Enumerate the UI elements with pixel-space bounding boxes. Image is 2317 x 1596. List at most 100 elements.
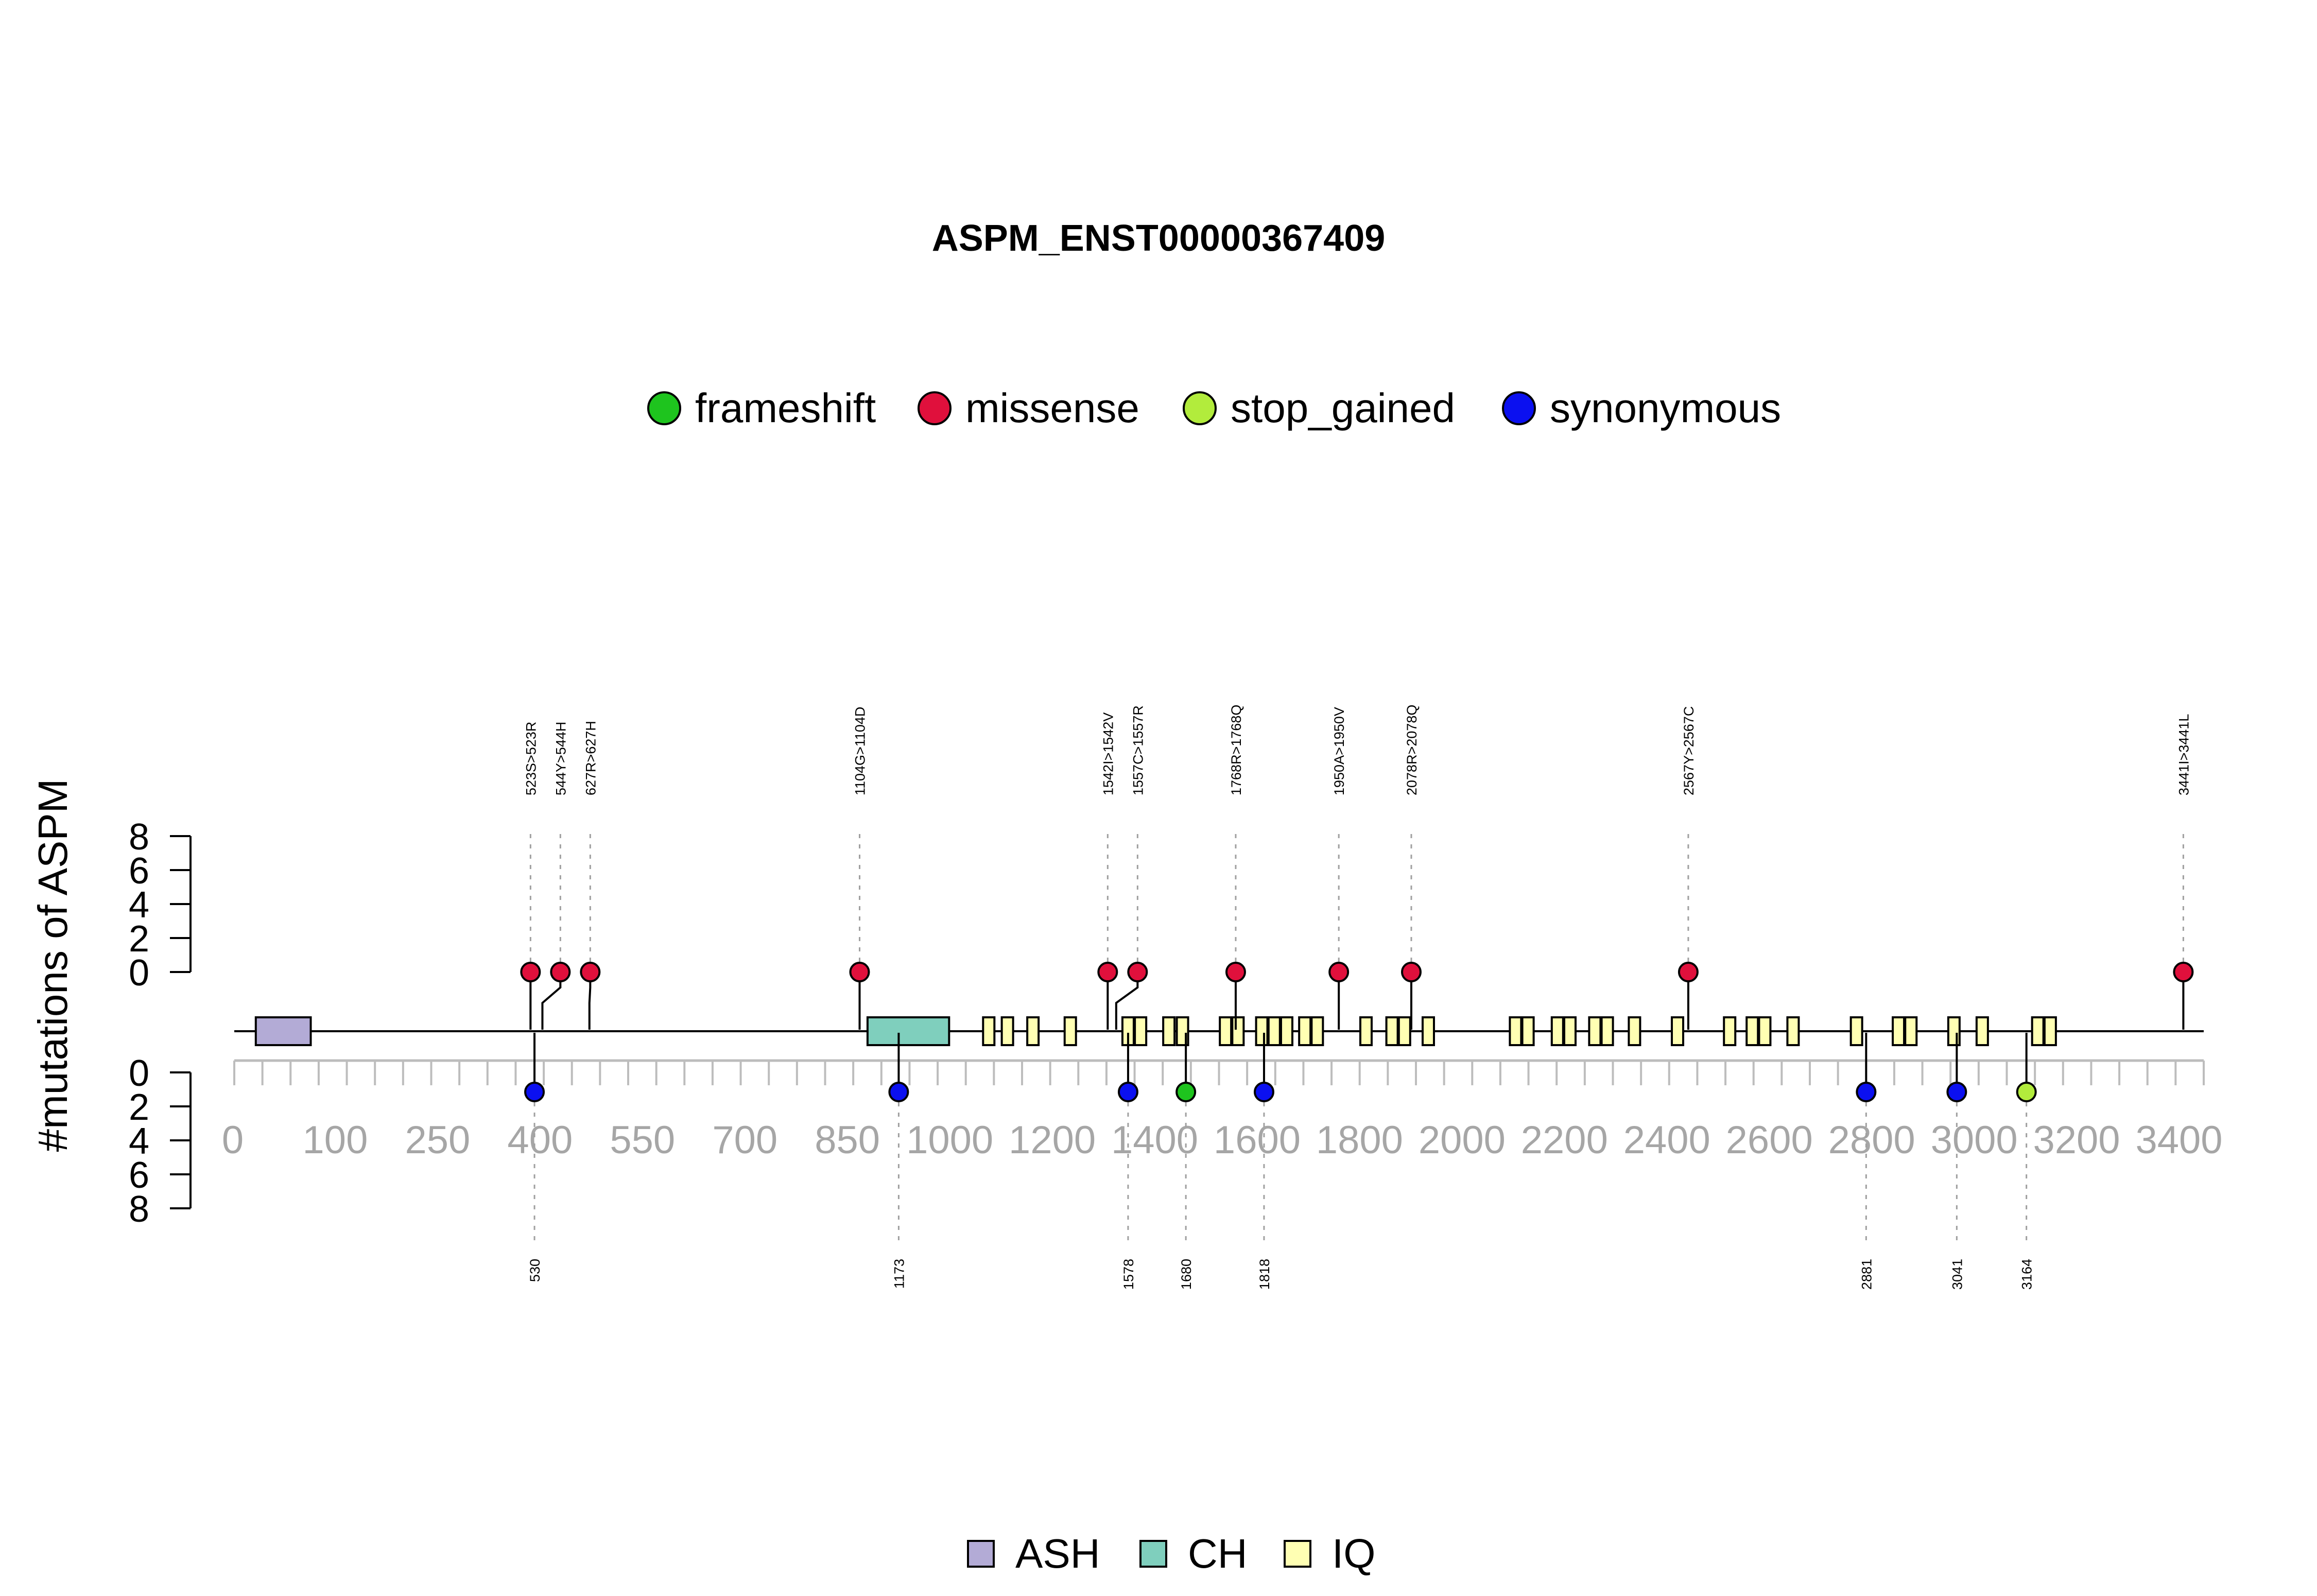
domain-iq bbox=[2043, 1016, 2057, 1046]
mutation-label: 1578 bbox=[1121, 1259, 1136, 1290]
domain-iq bbox=[1397, 1016, 1411, 1046]
mutation-label: 1557C>1557R bbox=[1130, 705, 1146, 795]
domain-iq bbox=[1063, 1016, 1077, 1046]
mutation-label: 544Y>544H bbox=[553, 722, 568, 795]
legend-label-stop-gained: stop_gained bbox=[1231, 385, 1455, 431]
domain-iq bbox=[1026, 1016, 1040, 1046]
x-tick-label: 1800 bbox=[1316, 1118, 1403, 1162]
mutation-label: 1680 bbox=[1179, 1259, 1194, 1290]
x-tick-label: 2600 bbox=[1726, 1118, 1813, 1162]
x-tick-label: 1200 bbox=[1009, 1118, 1096, 1162]
y-tick-label-upper: 0 bbox=[129, 952, 149, 994]
domain-iq bbox=[1219, 1016, 1233, 1046]
mutation-label: 1104G>1104D bbox=[852, 707, 868, 795]
upper-lollipops: 523S>523R 544Y>544H 627R>627H 1104G>1104D 15… bbox=[520, 705, 2194, 1030]
mutation-label: 3164 bbox=[2019, 1259, 2035, 1290]
mutation-legend: frameshift missense stop_gained synonymous bbox=[647, 385, 1781, 431]
legend-label-iq: IQ bbox=[1332, 1531, 1375, 1576]
domain-iq bbox=[1255, 1016, 1269, 1046]
domain-iq bbox=[1310, 1016, 1324, 1046]
legend-dot-missense bbox=[918, 391, 952, 425]
x-tick-label: 1600 bbox=[1214, 1118, 1301, 1162]
domain-iq bbox=[1385, 1016, 1399, 1046]
y-tick-label-lower: 2 bbox=[129, 1087, 149, 1128]
mutation-label: 2567Y>2567C bbox=[1681, 706, 1697, 795]
lollipop-head-synonymous bbox=[1856, 1082, 1877, 1102]
x-tick-label: 700 bbox=[712, 1118, 777, 1162]
lollipop-head-missense bbox=[550, 962, 571, 982]
lollipop-head-frameshift bbox=[1175, 1082, 1197, 1102]
domain-iq bbox=[1550, 1016, 1564, 1046]
legend-label-ash: ASH bbox=[1015, 1531, 1100, 1576]
legend-label-ch: CH bbox=[1188, 1531, 1248, 1576]
domain-iq bbox=[1359, 1016, 1373, 1046]
mutation-label: 1950A>1950V bbox=[1332, 707, 1347, 795]
lollipop-head-synonymous bbox=[1117, 1082, 1138, 1102]
protein-domains bbox=[254, 1016, 2057, 1046]
lollipop-head-missense bbox=[2173, 962, 2194, 982]
domain-legend: ASH CH IQ bbox=[967, 1531, 1375, 1576]
lollipop-head-synonymous bbox=[524, 1082, 545, 1102]
domain-iq bbox=[1904, 1016, 1918, 1046]
x-tick-label: 400 bbox=[507, 1118, 573, 1162]
legend-swatch-iq bbox=[1284, 1540, 1311, 1568]
x-tick-label: 550 bbox=[610, 1118, 675, 1162]
legend-dot-frameshift bbox=[647, 391, 681, 425]
y-tick-label-upper: 2 bbox=[129, 918, 149, 960]
lollipop-head-missense bbox=[1400, 962, 1422, 982]
domain-iq bbox=[1279, 1016, 1293, 1046]
domain-ch bbox=[866, 1016, 950, 1046]
domain-iq bbox=[982, 1016, 996, 1046]
x-tick-label: 100 bbox=[303, 1118, 368, 1162]
y-tick-label-lower: 6 bbox=[129, 1155, 149, 1196]
lower-lollipops: 530 1173 1578 1680 1818 2881 3041 3164 bbox=[524, 1033, 2037, 1290]
legend-dot-stop-gained bbox=[1183, 391, 1217, 425]
x-tick-label: 1400 bbox=[1111, 1118, 1198, 1162]
domain-iq bbox=[1628, 1016, 1641, 1046]
y-axis-label: #mutations of ASPM bbox=[30, 779, 76, 1152]
domain-iq bbox=[1671, 1016, 1685, 1046]
x-tick-label: 2800 bbox=[1828, 1118, 1915, 1162]
x-tick-label: 3000 bbox=[1931, 1118, 2018, 1162]
domain-iq bbox=[1134, 1016, 1148, 1046]
x-tick-label: 2000 bbox=[1419, 1118, 1506, 1162]
lollipop-head-missense bbox=[1328, 962, 1350, 982]
lollipop-head-missense bbox=[1097, 962, 1118, 982]
lollipop-head-missense bbox=[1225, 962, 1246, 982]
mutation-label: 627R>627H bbox=[583, 721, 598, 795]
lollipop-stem bbox=[541, 980, 562, 1030]
x-tick-label: 3200 bbox=[2033, 1118, 2120, 1162]
mutation-label: 1818 bbox=[1257, 1259, 1272, 1290]
legend-swatch-ch bbox=[1139, 1540, 1167, 1568]
chart-title: ASPM_ENST00000367409 bbox=[932, 218, 1386, 259]
domain-iq bbox=[1723, 1016, 1737, 1046]
x-tick-label: 3400 bbox=[2135, 1118, 2222, 1162]
lollipop-head-synonymous bbox=[1946, 1082, 1967, 1102]
mutation-label: 1542I>1542V bbox=[1100, 713, 1116, 795]
legend-label-frameshift: frameshift bbox=[695, 385, 876, 431]
legend-swatch-ash bbox=[967, 1540, 995, 1568]
lollipop-head-missense bbox=[849, 962, 870, 982]
lollipop-stem bbox=[1115, 980, 1139, 1030]
lollipop-head-missense bbox=[1678, 962, 1699, 982]
domain-iq bbox=[1563, 1016, 1577, 1046]
lollipop-stem bbox=[588, 980, 592, 1030]
domain-iq bbox=[1600, 1016, 1614, 1046]
domain-iq bbox=[2031, 1016, 2045, 1046]
x-tick-label: 1000 bbox=[906, 1118, 993, 1162]
domain-iq bbox=[1000, 1016, 1014, 1046]
domain-iq bbox=[1975, 1016, 1989, 1046]
domain-iq bbox=[1421, 1016, 1435, 1046]
domain-iq bbox=[1267, 1016, 1281, 1046]
domain-iq bbox=[1231, 1016, 1245, 1046]
mutation-label: 1768R>1768Q bbox=[1229, 705, 1244, 795]
domain-iq bbox=[1947, 1016, 1961, 1046]
lollipop-head-missense bbox=[1127, 962, 1148, 982]
x-tick-label: 2400 bbox=[1623, 1118, 1710, 1162]
domain-iq bbox=[1745, 1016, 1759, 1046]
x-tick-label: 250 bbox=[405, 1118, 470, 1162]
x-tick-label: 0 bbox=[222, 1118, 244, 1162]
y-tick-label-lower: 8 bbox=[129, 1189, 149, 1230]
